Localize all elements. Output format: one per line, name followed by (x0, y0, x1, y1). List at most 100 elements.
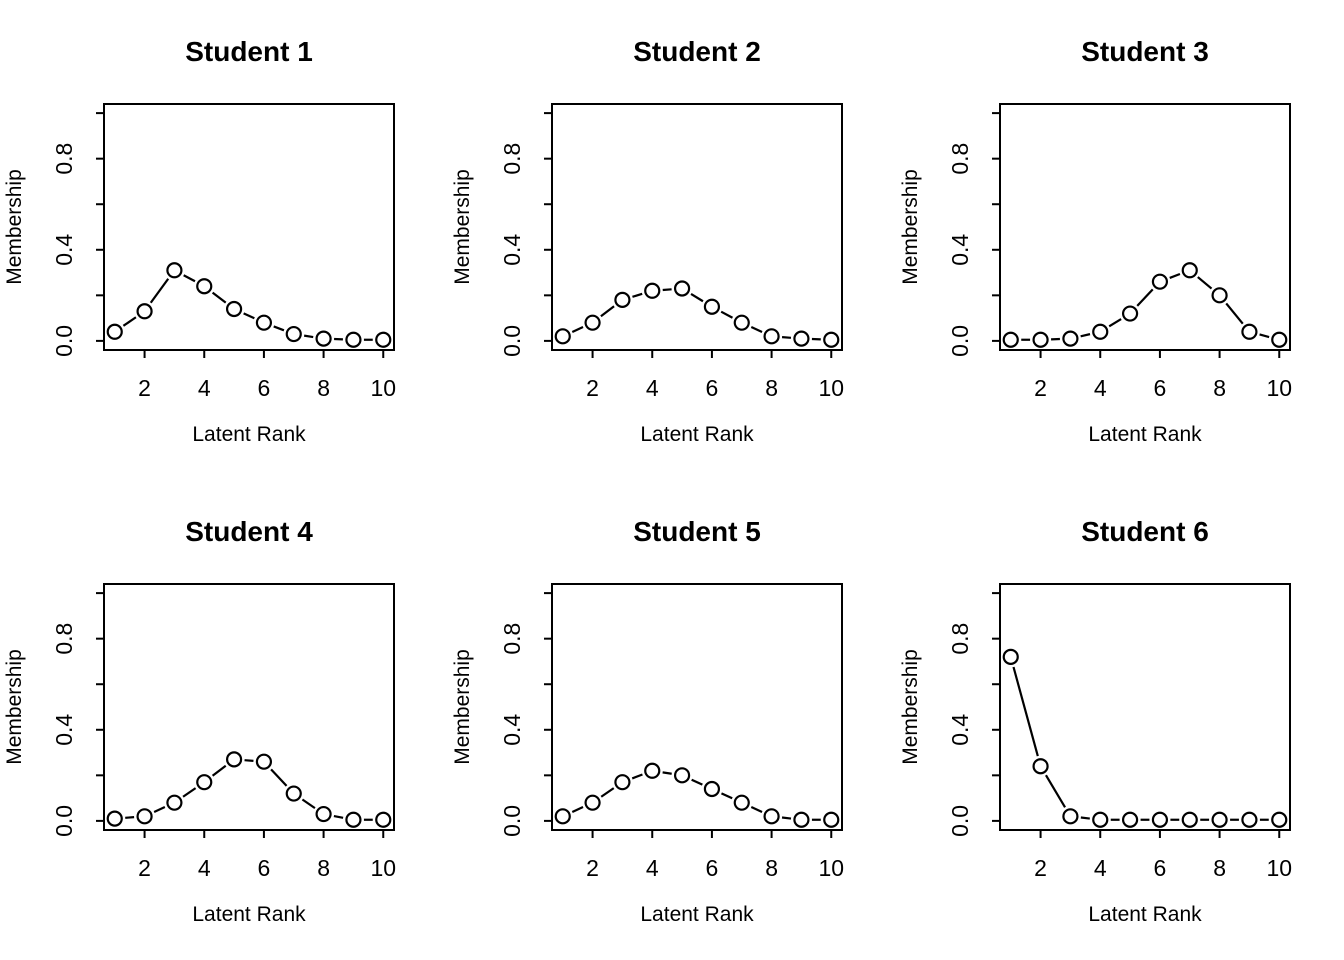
x-tick-label: 2 (586, 375, 599, 401)
data-point-x6 (1151, 811, 1169, 828)
y-tick-label: 0.0 (499, 325, 525, 357)
plot-box (103, 583, 395, 831)
data-point-x1 (1002, 331, 1019, 348)
x-tick-label: 6 (258, 375, 271, 401)
y-axis-label: Membership (899, 649, 922, 765)
x-tick-label: 4 (1094, 855, 1107, 881)
x-tick-label: 2 (1034, 375, 1047, 401)
panel-title: Student 5 (633, 516, 761, 547)
x-tick-label: 6 (706, 855, 719, 881)
y-tick-label: 0.0 (499, 805, 525, 837)
y-tick-label: 0.8 (499, 623, 525, 655)
y-axis-label: Membership (3, 649, 26, 765)
line-segment (720, 310, 734, 319)
data-point-x3 (614, 291, 631, 308)
data-point-x8 (315, 805, 332, 823)
line-segment (750, 326, 763, 333)
data-point-x9 (345, 811, 362, 828)
data-point-x5 (673, 767, 691, 784)
line-segment (781, 336, 792, 339)
x-tick-label: 10 (370, 855, 396, 881)
y-tick-label: 0.4 (499, 234, 525, 266)
line-segment (122, 316, 137, 327)
y-tick-label: 0.8 (499, 143, 525, 175)
line-segment (1080, 333, 1091, 338)
line-segment (691, 778, 703, 786)
y-axis-label: Membership (899, 169, 922, 285)
panel-title: Student 6 (1081, 516, 1209, 547)
line-segment (1259, 333, 1270, 339)
chart-student-5: 0.0 0.4 0.8 2 4 6 8 10 Student 5 Latent Rank Membe… (451, 516, 844, 926)
chart-student-3: 0.0 0.4 0.8 2 4 6 8 10 Student 3 Latent Rank Membe… (899, 36, 1292, 446)
data-point-x2 (584, 794, 601, 811)
x-tick-label: 4 (1094, 375, 1107, 401)
data-point-x10 (375, 331, 392, 348)
line-segment (690, 293, 704, 303)
data-point-x2 (584, 314, 601, 331)
line-segment (600, 305, 615, 318)
chart-student-6: 0.0 0.4 0.8 2 4 6 8 10 Student 6 Latent Rank Membe… (899, 516, 1292, 926)
data-point-x4 (196, 278, 213, 295)
x-tick-label: 2 (586, 855, 599, 881)
x-tick-label: 6 (1154, 375, 1167, 401)
panel-student-1: 0.0 0.4 0.8 2 4 6 8 10 Student 1 Latent Rank Membe… (0, 0, 448, 480)
line-segment (662, 288, 672, 292)
data-point-x7 (1181, 262, 1198, 279)
line-segment (631, 773, 643, 780)
y-tick-label: 0.8 (947, 143, 973, 175)
line-segment (273, 325, 285, 332)
line-segment (1197, 276, 1213, 290)
data-point-x7 (733, 794, 750, 811)
data-point-x2 (136, 808, 153, 825)
data-point-x5 (225, 751, 243, 768)
line-segment (333, 814, 344, 819)
data-point-x6 (255, 314, 273, 331)
x-tick-label: 10 (1266, 855, 1292, 881)
data-point-x6 (703, 298, 721, 315)
line-segment (571, 326, 584, 333)
y-tick-label: 0.8 (51, 143, 77, 175)
x-tick-label: 4 (646, 855, 659, 881)
x-axis-label: Latent Rank (192, 423, 306, 446)
data-point-x6 (255, 753, 273, 770)
data-point-x10 (1271, 811, 1288, 828)
data-point-x1 (554, 328, 571, 345)
y-tick-label: 0.0 (51, 325, 77, 357)
data-point-x5 (1121, 811, 1139, 828)
line-segment (153, 806, 166, 813)
line-segment (244, 759, 254, 762)
data-point-x6 (1151, 273, 1169, 290)
line-segment (781, 816, 792, 820)
y-tick-label: 0.4 (51, 234, 77, 266)
line-segment (600, 787, 615, 798)
x-tick-label: 8 (317, 855, 330, 881)
data-point-x8 (1211, 811, 1228, 828)
y-tick-label: 0.0 (947, 325, 973, 357)
panel-student-3: 0.0 0.4 0.8 2 4 6 8 10 Student 3 Latent Rank Membe… (896, 0, 1344, 480)
x-axis-label: Latent Rank (1088, 903, 1202, 926)
line-segment (211, 764, 227, 777)
plot-box (551, 103, 843, 351)
data-point-x4 (1092, 323, 1109, 340)
line-segment (211, 291, 227, 304)
line-segment (243, 312, 255, 320)
y-tick-label: 0.4 (499, 714, 525, 746)
plot-box (551, 583, 843, 831)
y-tick-label: 0.4 (947, 234, 973, 266)
line-segment (1136, 288, 1154, 307)
line-segment (183, 274, 196, 283)
data-point-x3 (166, 262, 183, 279)
line-segment (1169, 272, 1181, 279)
x-tick-label: 6 (706, 375, 719, 401)
x-axis-label: Latent Rank (192, 903, 306, 926)
data-point-x9 (793, 330, 810, 347)
y-tick-label: 0.8 (51, 623, 77, 655)
x-axis-label: Latent Rank (640, 903, 754, 926)
data-point-x6 (703, 780, 721, 798)
y-tick-label: 0.0 (947, 805, 973, 837)
x-tick-label: 10 (818, 375, 844, 401)
x-tick-label: 8 (1213, 375, 1226, 401)
x-tick-label: 6 (1154, 855, 1167, 881)
data-point-x2 (1032, 331, 1049, 348)
panel-student-6: 0.0 0.4 0.8 2 4 6 8 10 Student 6 Latent Rank Membe… (896, 480, 1344, 960)
